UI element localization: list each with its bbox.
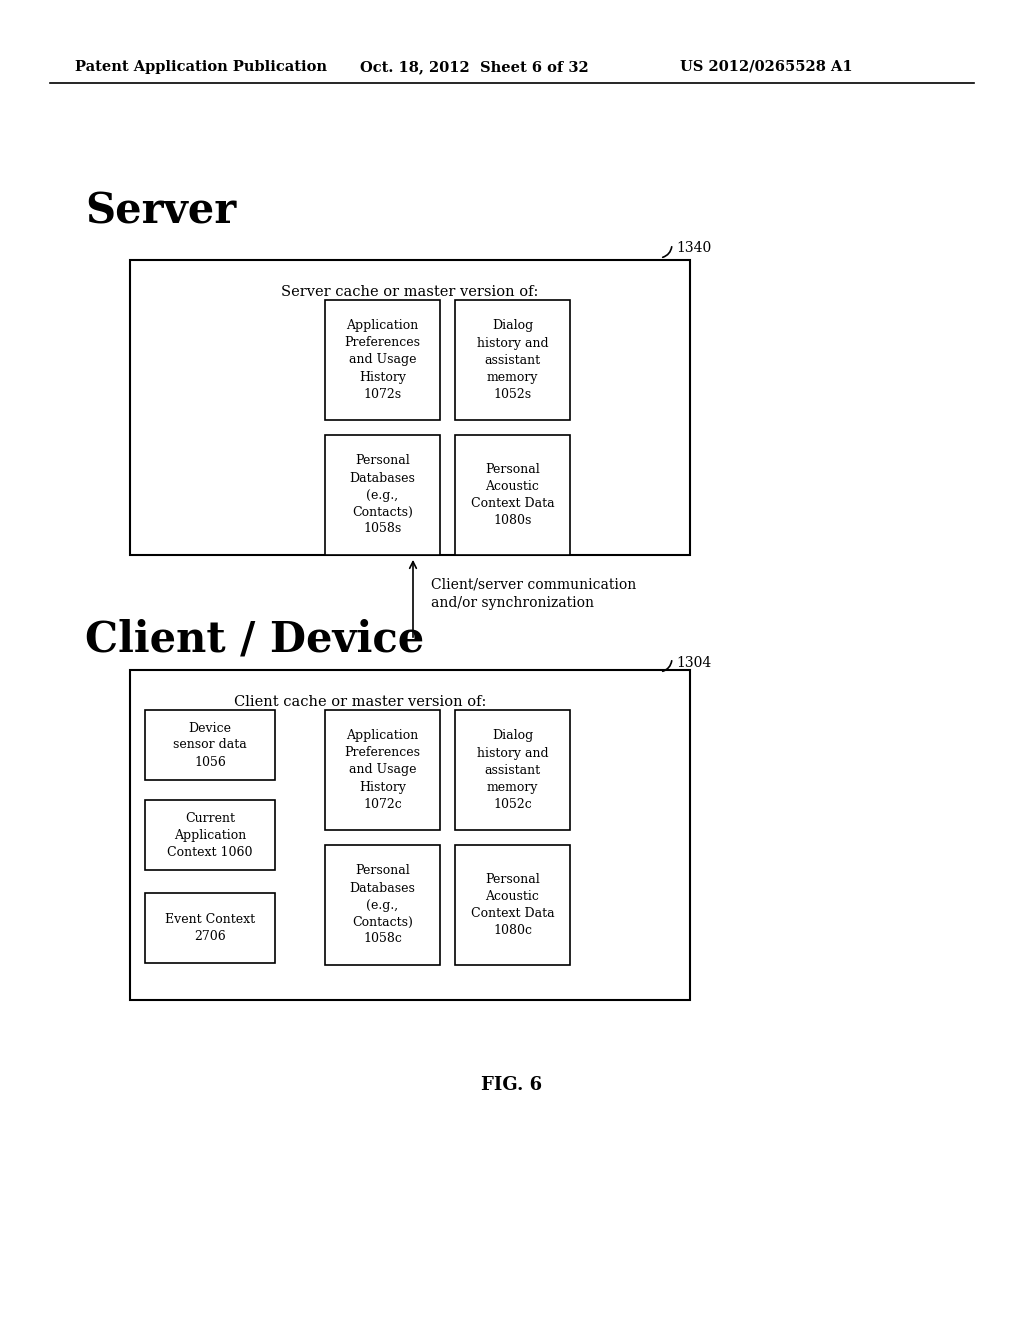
Text: Patent Application Publication: Patent Application Publication: [75, 59, 327, 74]
Bar: [145, 894, 275, 964]
Text: Personal
Databases
(e.g.,
Contacts)
1058s: Personal Databases (e.g., Contacts) 1058…: [349, 454, 416, 536]
Text: Application
Preferences
and Usage
History
1072s: Application Preferences and Usage Histor…: [344, 319, 421, 400]
Bar: [130, 260, 690, 554]
Text: Server: Server: [85, 190, 237, 232]
Bar: [325, 300, 440, 420]
Bar: [325, 710, 440, 830]
Bar: [455, 845, 570, 965]
Bar: [325, 436, 440, 554]
Text: Event Context
2706: Event Context 2706: [165, 913, 255, 942]
Bar: [325, 845, 440, 965]
Bar: [455, 710, 570, 830]
Text: FIG. 6: FIG. 6: [481, 1076, 543, 1094]
Bar: [130, 671, 690, 1001]
Text: Client cache or master version of:: Client cache or master version of:: [233, 696, 486, 709]
Text: 1340: 1340: [676, 242, 712, 255]
Text: Client/server communication: Client/server communication: [431, 578, 636, 591]
Text: Application
Preferences
and Usage
History
1072c: Application Preferences and Usage Histor…: [344, 730, 421, 810]
Text: Client / Device: Client / Device: [85, 618, 424, 660]
Text: Dialog
history and
assistant
memory
1052s: Dialog history and assistant memory 1052…: [477, 319, 548, 400]
Text: Personal
Databases
(e.g.,
Contacts)
1058c: Personal Databases (e.g., Contacts) 1058…: [349, 865, 416, 945]
Text: Personal
Acoustic
Context Data
1080s: Personal Acoustic Context Data 1080s: [471, 463, 554, 527]
Bar: [145, 800, 275, 870]
Text: Personal
Acoustic
Context Data
1080c: Personal Acoustic Context Data 1080c: [471, 873, 554, 937]
Text: Current
Application
Context 1060: Current Application Context 1060: [167, 812, 253, 858]
Text: Oct. 18, 2012  Sheet 6 of 32: Oct. 18, 2012 Sheet 6 of 32: [360, 59, 589, 74]
Text: 1304: 1304: [676, 656, 712, 671]
Bar: [455, 300, 570, 420]
Text: Dialog
history and
assistant
memory
1052c: Dialog history and assistant memory 1052…: [477, 730, 548, 810]
Bar: [455, 436, 570, 554]
Text: Server cache or master version of:: Server cache or master version of:: [282, 285, 539, 300]
Text: US 2012/0265528 A1: US 2012/0265528 A1: [680, 59, 853, 74]
Bar: [145, 710, 275, 780]
Text: and/or synchronization: and/or synchronization: [431, 597, 594, 610]
Text: Device
sensor data
1056: Device sensor data 1056: [173, 722, 247, 768]
